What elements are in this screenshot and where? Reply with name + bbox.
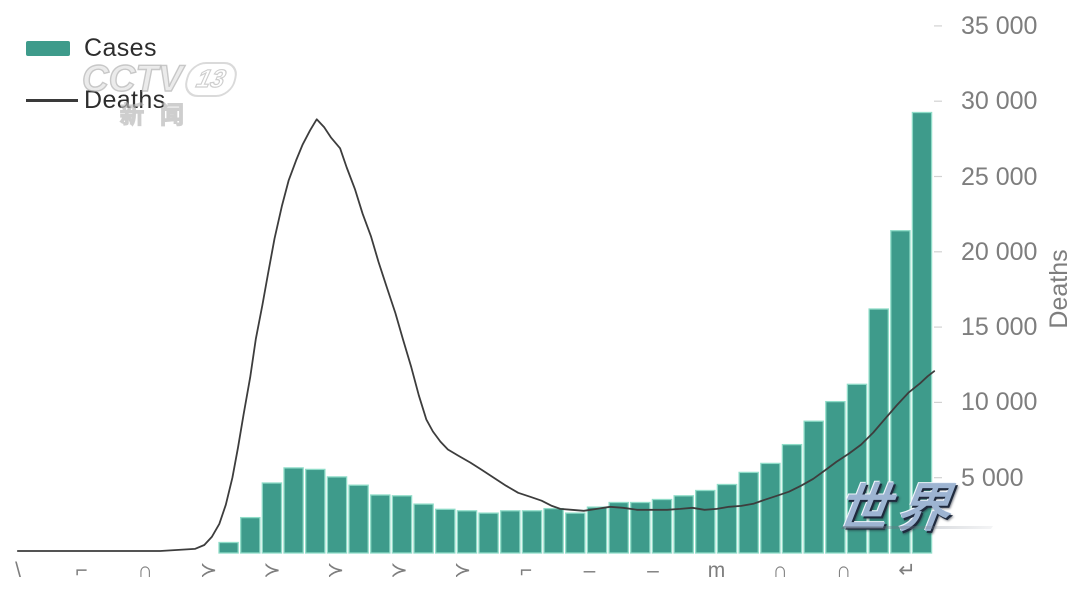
cases-bar [760,462,781,554]
cases-bar [348,484,369,554]
x-tick-fragment: ≻ [453,561,472,577]
cases-bar [630,501,651,554]
x-tick-fragment: ∩ [835,561,852,577]
cases-bar [261,482,283,554]
x-tick-fragment: – [647,561,659,577]
x-tick-fragment: – [583,561,596,577]
y-tick-label: 30 000 [961,87,1038,116]
cases-bar [218,541,239,554]
x-tick-fragment: ≻ [390,561,408,577]
x-tick-fragment: ⌐ [75,561,88,577]
cases-bar [500,510,521,554]
cases-bar [521,510,543,554]
cases-bar [803,420,824,554]
y-tick-label: 5 000 [961,463,1024,492]
cases-bar [435,508,456,554]
x-tick-fragment: ⌐ [519,561,533,577]
cases-bar [240,516,261,554]
x-tick-fragment: \ [15,561,21,577]
cases-bar [478,512,499,554]
cases-bar [586,506,608,554]
x-tick-fragment: ≻ [263,561,281,577]
cases-bar [911,111,933,554]
x-tick-fragment: m [707,561,726,577]
cases-bar [413,503,434,554]
cases-bar [890,230,911,554]
x-tick-fragment: ∩ [772,561,788,577]
cases-bar [846,383,868,554]
cases-bars [218,111,933,554]
legend: Cases Deaths [26,34,166,114]
right-axis-title: Deaths [1045,249,1073,329]
cases-bar [716,483,738,554]
y-tick-label: 25 000 [961,162,1038,191]
cases-bar [305,468,326,554]
cases-bar [456,510,478,554]
cases-bar [868,308,889,554]
cases-bar [651,498,673,554]
x-tick-fragment: ≻ [326,561,345,577]
right-axis-tick-marks [934,25,942,479]
cases-swatch-icon [26,40,70,56]
cases-bar [608,501,629,554]
cases-bar [781,443,803,554]
cases-bar [543,507,564,554]
deaths-legend-label: Deaths [84,85,166,114]
cases-bar [673,495,694,554]
y-tick-label: 20 000 [961,237,1038,266]
cases-bar [391,495,413,554]
deaths-swatch-icon [26,98,78,102]
legend-item-cases: Cases [26,34,166,62]
cases-bar [825,400,846,554]
x-tick-fragment: ↵ [898,561,916,577]
cases-bar [283,467,304,554]
cases-bar [738,471,759,554]
y-tick-label: 10 000 [961,388,1038,417]
deaths-line [16,118,936,552]
cases-bar [326,476,348,554]
x-tick-fragment: ≻ [199,561,218,577]
cases-legend-label: Cases [84,33,157,62]
legend-item-deaths: Deaths [26,86,166,114]
cases-bar [370,494,391,554]
y-tick-label: 15 000 [961,313,1038,342]
y-tick-label: 35 000 [961,11,1038,40]
x-tick-fragment: ∩ [137,561,153,577]
cases-bar [565,512,586,554]
cases-bar [695,489,716,554]
